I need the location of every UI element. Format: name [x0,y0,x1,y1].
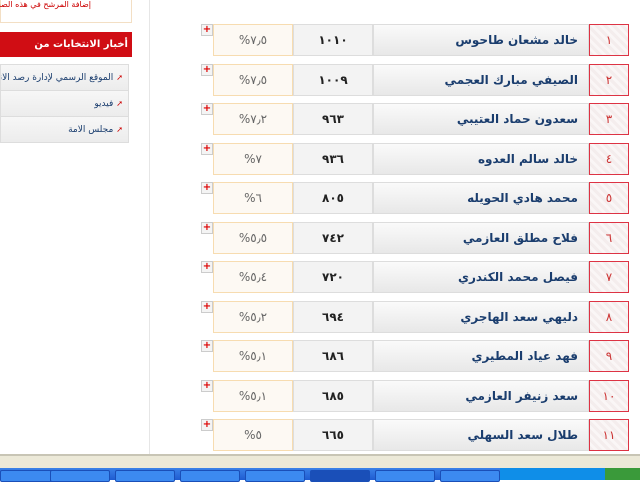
result-row: + %٥٫١ ٦٨٥ سعد زنيفر العازمي ١٠ [201,380,629,412]
vote-count: ١٠١٠ [293,24,373,56]
candidate-name: فهد عياد المطيري [373,340,589,372]
vote-percent: %٥ [213,419,293,451]
vote-percent: %٥٫١ [213,380,293,412]
vote-percent: %٧٫٥ [213,24,293,56]
plus-icon[interactable]: + [201,261,213,273]
result-row: + %٥ ٦٦٥ طلال سعد السهلي ١١ [201,419,629,451]
vote-count: ٦٩٤ [293,301,373,333]
vote-count: ٩٦٣ [293,103,373,135]
candidate-note: إضافة المرشح في هذه الصفحة [0,0,91,9]
candidate-name: فلاح مطلق العازمي [373,222,589,254]
vote-count: ٦٨٥ [293,380,373,412]
taskbar-button[interactable] [440,470,500,482]
vote-count: ٦٨٦ [293,340,373,372]
result-row: + %٧٫٥ ١٠١٠ خالد مشعان طاحوس ١ [201,24,629,56]
result-row: + %٧ ٩٣٦ خالد سالم العدوه ٤ [201,143,629,175]
vote-percent: %٥٫٤ [213,261,293,293]
rank-number: ٣ [589,103,629,135]
sidebar-link-video[interactable]: ➚فيديو [0,90,129,117]
arrow-icon: ➚ [116,125,123,134]
plus-icon[interactable]: + [201,301,213,313]
taskbar-button-active[interactable] [310,470,370,482]
plus-icon[interactable]: + [201,222,213,234]
vote-count: ٨٠٥ [293,182,373,214]
vote-count: ٩٣٦ [293,143,373,175]
rank-number: ٦ [589,222,629,254]
sidebar-link-official-site[interactable]: ➚الموقع الرسمي لإدارة رصد الانتخابات [0,64,129,91]
vote-percent: %٦ [213,182,293,214]
taskbar-button[interactable] [375,470,435,482]
candidate-name: سعدون حماد العتيبي [373,103,589,135]
vote-percent: %٧٫٥ [213,64,293,96]
rank-number: ٧ [589,261,629,293]
vote-percent: %٥٫٢ [213,301,293,333]
rank-number: ١ [589,24,629,56]
vote-percent: %٧٫٢ [213,103,293,135]
taskbar-button[interactable] [245,470,305,482]
arrow-icon: ➚ [116,99,123,108]
plus-icon[interactable]: + [201,103,213,115]
vote-percent: %٥٫١ [213,340,293,372]
plus-icon[interactable]: + [201,340,213,352]
candidate-name: محمد هادي الحويله [373,182,589,214]
candidate-name: طلال سعد السهلي [373,419,589,451]
taskbar-button[interactable] [180,470,240,482]
candidate-name: فيصل محمد الكندري [373,261,589,293]
candidate-name: خالد سالم العدوه [373,143,589,175]
arrow-icon: ➚ [116,73,123,82]
system-tray [500,468,605,480]
vote-count: ١٠٠٩ [293,64,373,96]
plus-icon[interactable]: + [201,143,213,155]
result-row: + %٥٫١ ٦٨٦ فهد عياد المطيري ٩ [201,340,629,372]
result-row: + %٦ ٨٠٥ محمد هادي الحويله ٥ [201,182,629,214]
result-row: + %٧٫٢ ٩٦٣ سعدون حماد العتيبي ٣ [201,103,629,135]
rank-number: ٨ [589,301,629,333]
start-button[interactable] [605,468,640,480]
taskbar [0,468,640,482]
vote-percent: %٧ [213,143,293,175]
taskbar-button[interactable] [115,470,175,482]
rank-number: ١١ [589,419,629,451]
candidate-name: خالد مشعان طاحوس [373,24,589,56]
result-row: + %٧٫٥ ١٠٠٩ الصيفي مبارك العجمي ٢ [201,64,629,96]
browser-status-bar [0,454,640,470]
result-row: + %٥٫٢ ٦٩٤ دليهي سعد الهاجري ٨ [201,301,629,333]
candidate-note-box: إضافة المرشح في هذه الصفحة [0,0,132,23]
taskbar-button[interactable] [50,470,110,482]
candidate-name: سعد زنيفر العازمي [373,380,589,412]
plus-icon[interactable]: + [201,24,213,36]
vote-count: ٧٢٠ [293,261,373,293]
rank-number: ٤ [589,143,629,175]
rank-number: ٢ [589,64,629,96]
sidebar-link-parliament[interactable]: ➚مجلس الامة [0,116,129,143]
plus-icon[interactable]: + [201,380,213,392]
plus-icon[interactable]: + [201,419,213,431]
result-row: + %٥٫٥ ٧٤٢ فلاح مطلق العازمي ٦ [201,222,629,254]
candidate-name: الصيفي مبارك العجمي [373,64,589,96]
vote-count: ٦٦٥ [293,419,373,451]
plus-icon[interactable]: + [201,64,213,76]
column-divider [149,0,150,454]
candidate-name: دليهي سعد الهاجري [373,301,589,333]
rank-number: ١٠ [589,380,629,412]
plus-icon[interactable]: + [201,182,213,194]
sidebar-header: أخبار الانتخابات من الانترنت [0,32,132,75]
result-row: + %٥٫٤ ٧٢٠ فيصل محمد الكندري ٧ [201,261,629,293]
rank-number: ٩ [589,340,629,372]
vote-count: ٧٤٢ [293,222,373,254]
vote-percent: %٥٫٥ [213,222,293,254]
rank-number: ٥ [589,182,629,214]
